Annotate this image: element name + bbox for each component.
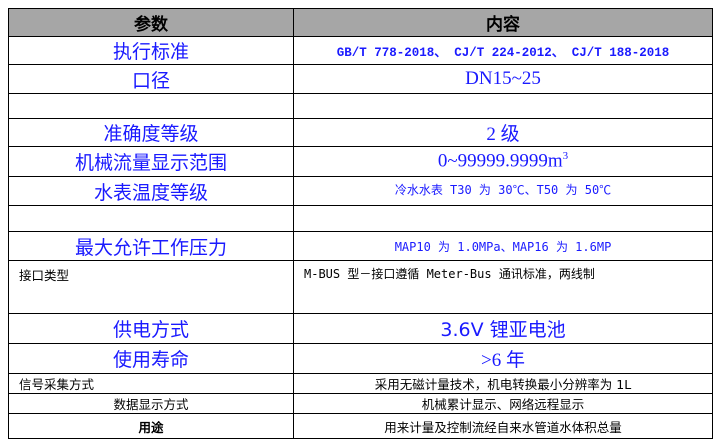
param-cell: 信号采集方式 <box>8 373 294 394</box>
value-cell: 2 级 <box>293 118 713 147</box>
value-cell <box>293 93 713 119</box>
spec-table: 参数 内容 执行标准 GB/T 778-2018、 CJ/T 224-2012、… <box>8 8 713 439</box>
param-cell: 机械流量显示范围 <box>8 146 294 177</box>
param-cell: 水表温度等级 <box>8 176 294 206</box>
table-row: 准确度等级 2 级 <box>8 118 713 147</box>
table-row: 用途 用来计量及控制流经自来水管道水体积总量 <box>8 413 713 439</box>
table-row: 接口类型 M-BUS 型－接口遵循 Meter-Bus 通讯标准，两线制 <box>8 260 713 314</box>
value-cell: 采用无磁计量技术，机电转换最小分辨率为 1L <box>293 373 713 394</box>
param-cell: 最大允许工作压力 <box>8 231 294 261</box>
value-cell: 用来计量及控制流经自来水管道水体积总量 <box>293 413 713 439</box>
param-cell: 数据显示方式 <box>8 393 294 414</box>
table-row: 信号采集方式 采用无磁计量技术，机电转换最小分辨率为 1L <box>8 373 713 394</box>
value-cell: MAP10 为 1.0MPa、MAP16 为 1.6MP <box>293 231 713 261</box>
header-param: 参数 <box>8 8 294 37</box>
table-row: 使用寿命 >6 年 <box>8 343 713 374</box>
table-row <box>8 93 713 119</box>
table-row: 执行标准 GB/T 778-2018、 CJ/T 224-2012、 CJ/T … <box>8 36 713 65</box>
table-row <box>8 205 713 232</box>
table-row: 口径 DN15~25 <box>8 64 713 94</box>
param-cell: 使用寿命 <box>8 343 294 374</box>
param-cell: 准确度等级 <box>8 118 294 147</box>
param-cell: 执行标准 <box>8 36 294 65</box>
value-cell: M-BUS 型－接口遵循 Meter-Bus 通讯标准，两线制 <box>293 260 713 314</box>
value-cell <box>293 205 713 232</box>
param-cell: 接口类型 <box>8 260 294 314</box>
value-cell: GB/T 778-2018、 CJ/T 224-2012、 CJ/T 188-2… <box>293 36 713 65</box>
value-cell: 0~99999.9999m3 <box>293 146 713 177</box>
value-text: 0~99999.9999m <box>437 150 563 172</box>
unit-superscript: 3 <box>562 150 569 163</box>
header-content: 内容 <box>293 8 713 37</box>
param-cell <box>8 93 294 119</box>
param-cell: 供电方式 <box>8 313 294 344</box>
value-cell: 冷水水表 T30 为 30℃、T50 为 50℃ <box>293 176 713 206</box>
table-row: 水表温度等级 冷水水表 T30 为 30℃、T50 为 50℃ <box>8 176 713 206</box>
value-cell: 机械累计显示、网络远程显示 <box>293 393 713 414</box>
value-cell: >6 年 <box>293 343 713 374</box>
param-cell: 口径 <box>8 64 294 94</box>
table-row: 数据显示方式 机械累计显示、网络远程显示 <box>8 393 713 414</box>
param-cell <box>8 205 294 232</box>
table-row: 供电方式 3.6V 锂亚电池 <box>8 313 713 344</box>
value-cell: DN15~25 <box>293 64 713 94</box>
header-row: 参数 内容 <box>8 8 713 37</box>
param-cell: 用途 <box>8 413 294 439</box>
table-row: 最大允许工作压力 MAP10 为 1.0MPa、MAP16 为 1.6MP <box>8 231 713 261</box>
table-row: 机械流量显示范围 0~99999.9999m3 <box>8 146 713 177</box>
value-cell: 3.6V 锂亚电池 <box>293 313 713 344</box>
